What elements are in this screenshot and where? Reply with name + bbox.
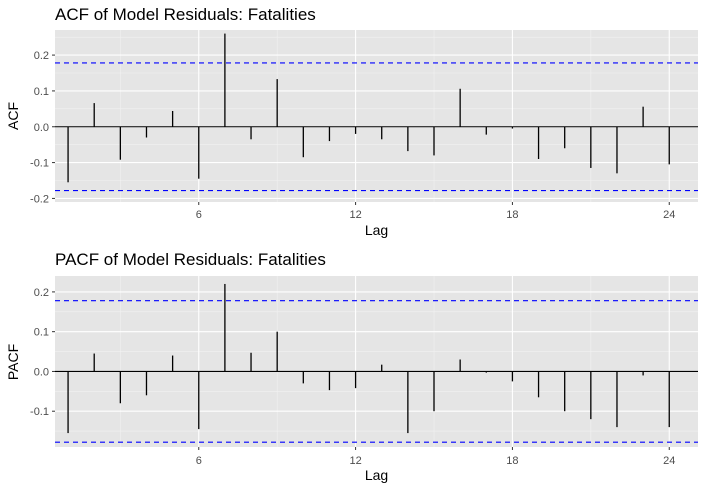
pacf-x-tick-label: 12 [349,455,361,467]
acf-x-tick-label: 24 [663,209,675,221]
acf-y-tick-label: 0.2 [34,50,49,62]
acf-y-tick-label: 0.0 [34,122,49,134]
pacf-y-axis-label: PACF [5,344,21,380]
pacf-x-tick-label: 6 [196,455,202,467]
acf-y-axis-label: ACF [5,102,21,130]
pacf-y-tick-label: 0.0 [34,366,49,378]
pacf-y-tick-label: 0.2 [34,287,49,299]
acf-y-tick-label: -0.1 [30,158,49,170]
pacf-y-tick-label: -0.1 [30,406,49,418]
acf-x-tick-label: 12 [349,209,361,221]
acf-x-axis-label: Lag [365,222,388,238]
pacf-y-tick-label: 0.1 [34,327,49,339]
acf-chart-title: ACF of Model Residuals: Fatalities [55,5,316,24]
pacf-data-layer: -0.1 0.0 0.1 0.2 6 12 18 24 [30,276,698,467]
acf-y-tick-label: -0.2 [30,193,49,205]
acf-x-tick-label: 18 [506,209,518,221]
acf-data-layer: -0.2 -0.1 0.0 0.1 0.2 6 12 18 24 [30,30,698,221]
pacf-chart: PACF of Model Residuals: Fatalities -0.1… [5,250,698,483]
pacf-chart-title: PACF of Model Residuals: Fatalities [55,250,326,269]
acf-chart: ACF of Model Residuals: Fatalities -0.2-… [5,5,698,238]
pacf-x-tick-label: 18 [506,455,518,467]
acf-y-tick-label: 0.1 [34,86,49,98]
acf-x-tick-label: 6 [196,209,202,221]
pacf-x-tick-label: 24 [663,455,675,467]
pacf-x-axis-label: Lag [365,467,388,483]
acf-plot-panel [55,30,698,202]
pacf-plot-panel [55,276,698,447]
